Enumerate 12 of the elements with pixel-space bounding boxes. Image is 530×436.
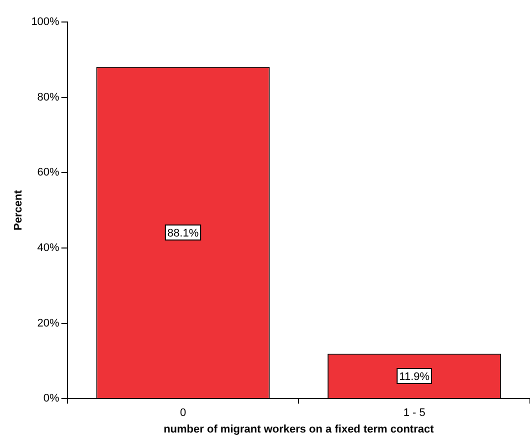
y-tick-label: 100% — [31, 16, 60, 28]
y-tick-label: 80% — [37, 91, 60, 104]
x-tick-label: 0 — [180, 407, 186, 420]
y-axis-title: Percent — [12, 190, 25, 230]
y-tick-label: 20% — [37, 317, 60, 330]
y-tick-label: 40% — [37, 242, 60, 254]
y-tick-label: 60% — [37, 166, 60, 179]
y-tick-label: 0% — [43, 392, 60, 405]
data-label: 88.1% — [167, 227, 199, 240]
x-axis-title: number of migrant workers on a fixed term contract — [164, 423, 434, 436]
data-label: 11.9% — [399, 370, 430, 383]
x-tick-label: 1 - 5 — [403, 407, 426, 420]
